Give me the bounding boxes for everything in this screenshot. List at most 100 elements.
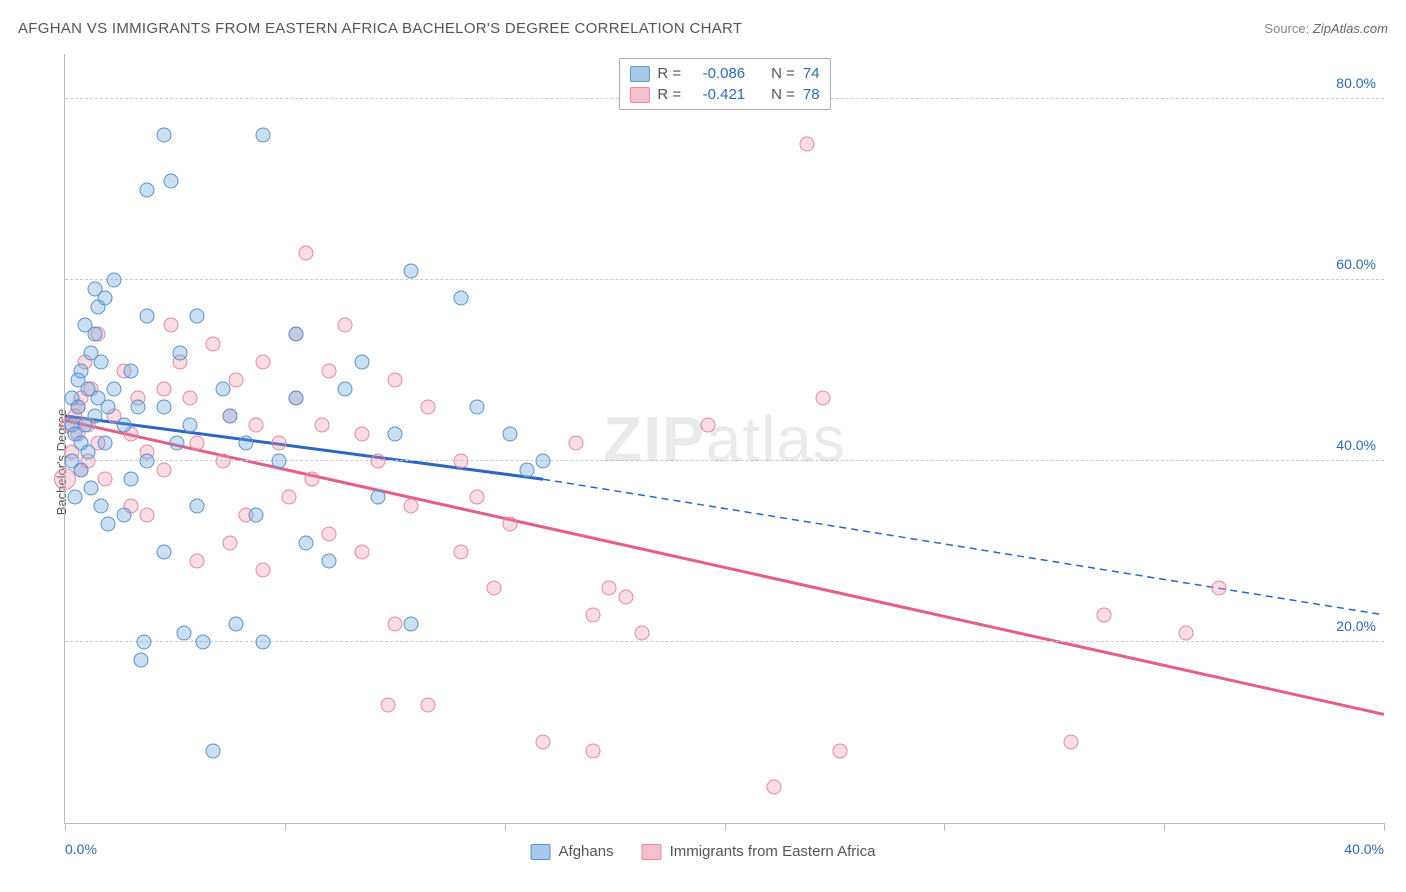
data-point: [156, 463, 171, 478]
x-tick: [1164, 823, 1165, 831]
data-point: [503, 517, 518, 532]
data-point: [67, 490, 82, 505]
data-point: [216, 381, 231, 396]
data-point: [81, 445, 96, 460]
data-point: [137, 635, 152, 650]
data-point: [140, 508, 155, 523]
data-point: [97, 291, 112, 306]
data-point: [569, 436, 584, 451]
data-point: [1096, 607, 1111, 622]
data-point: [222, 408, 237, 423]
data-point: [107, 381, 122, 396]
legend-swatch: [629, 66, 649, 82]
data-point: [404, 264, 419, 279]
data-point: [387, 372, 402, 387]
data-point: [1179, 626, 1194, 641]
data-point: [156, 399, 171, 414]
data-point: [536, 734, 551, 749]
data-point: [156, 381, 171, 396]
data-point: [503, 426, 518, 441]
data-point: [766, 779, 781, 794]
chart-title: AFGHAN VS IMMIGRANTS FROM EASTERN AFRICA…: [18, 20, 742, 37]
data-point: [222, 535, 237, 550]
chart-source: Source: ZipAtlas.com: [1264, 21, 1388, 36]
legend-row: R =-0.421N =78: [629, 84, 819, 105]
data-point: [315, 417, 330, 432]
legend-swatch: [642, 844, 662, 860]
x-tick: [725, 823, 726, 831]
data-point: [156, 128, 171, 143]
y-tick-label: 80.0%: [1336, 75, 1376, 91]
data-point: [189, 309, 204, 324]
data-point: [404, 616, 419, 631]
data-point: [298, 535, 313, 550]
data-point: [585, 743, 600, 758]
data-point: [282, 490, 297, 505]
data-point: [71, 399, 86, 414]
data-point: [84, 481, 99, 496]
data-point: [816, 390, 831, 405]
legend-r-label: R =: [657, 65, 681, 82]
data-point: [133, 653, 148, 668]
legend-r-label: R =: [657, 86, 681, 103]
legend-row: R =-0.086N =74: [629, 63, 819, 84]
data-point: [123, 472, 138, 487]
data-point: [117, 508, 132, 523]
data-point: [602, 580, 617, 595]
legend-swatch: [531, 844, 551, 860]
data-point: [288, 390, 303, 405]
source-label: Source:: [1264, 21, 1309, 36]
legend-label: Afghans: [559, 843, 614, 860]
data-point: [249, 417, 264, 432]
data-point: [130, 399, 145, 414]
legend-label: Immigrants from Eastern Africa: [670, 843, 876, 860]
data-point: [1063, 734, 1078, 749]
data-point: [123, 363, 138, 378]
data-point: [189, 499, 204, 514]
data-point: [354, 544, 369, 559]
legend-r-value: -0.421: [689, 86, 745, 103]
data-point: [183, 417, 198, 432]
data-point: [206, 336, 221, 351]
watermark: ZIPatlas: [603, 402, 846, 476]
data-point: [163, 173, 178, 188]
data-point: [140, 309, 155, 324]
data-point: [338, 318, 353, 333]
data-point: [163, 318, 178, 333]
data-point: [94, 354, 109, 369]
data-point: [420, 698, 435, 713]
chart-area: Bachelor's Degree ZIPatlas R =-0.086N =7…: [18, 50, 1388, 874]
data-point: [519, 463, 534, 478]
watermark-rest: atlas: [706, 403, 846, 475]
data-point: [100, 399, 115, 414]
x-tick: [1384, 823, 1385, 831]
data-point: [87, 327, 102, 342]
x-tick: [944, 823, 945, 831]
source-value: ZipAtlas.com: [1313, 21, 1388, 36]
data-point: [453, 291, 468, 306]
data-point: [97, 472, 112, 487]
data-point: [196, 635, 211, 650]
data-point: [94, 499, 109, 514]
data-point: [338, 381, 353, 396]
data-point: [97, 436, 112, 451]
data-point: [371, 490, 386, 505]
trend-lines: [65, 54, 1384, 823]
data-point: [354, 354, 369, 369]
data-point: [305, 472, 320, 487]
data-point: [799, 137, 814, 152]
data-point: [74, 463, 89, 478]
data-point: [486, 580, 501, 595]
legend-r-value: -0.086: [689, 65, 745, 82]
data-point: [107, 273, 122, 288]
data-point: [189, 436, 204, 451]
data-point: [272, 454, 287, 469]
data-point: [321, 363, 336, 378]
data-point: [54, 468, 76, 490]
x-tick: [285, 823, 286, 831]
data-point: [140, 182, 155, 197]
legend-swatch: [629, 87, 649, 103]
data-point: [74, 363, 89, 378]
data-point: [321, 553, 336, 568]
data-point: [170, 436, 185, 451]
